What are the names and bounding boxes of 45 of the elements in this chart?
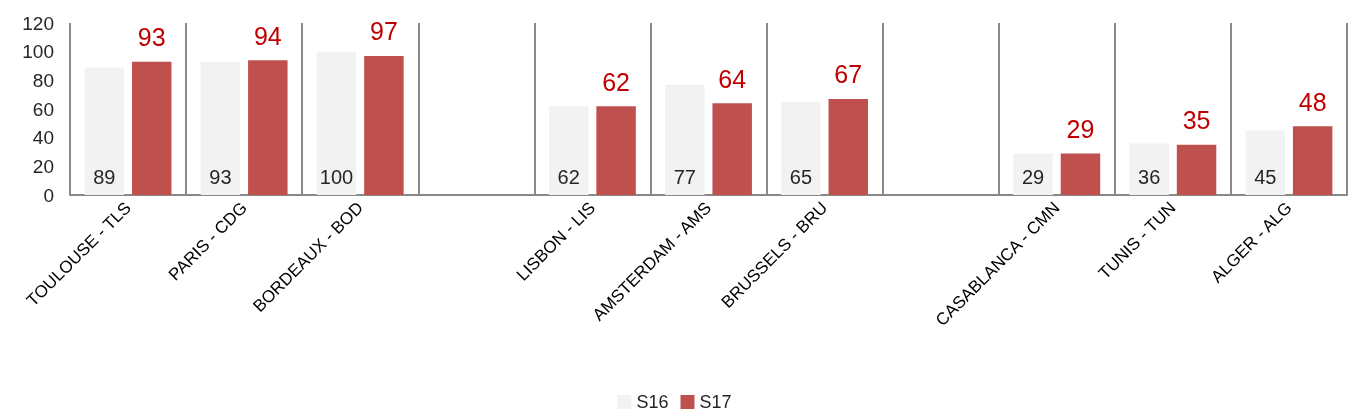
bar bbox=[665, 84, 705, 195]
bar bbox=[364, 55, 404, 195]
data-label: 48 bbox=[1298, 87, 1327, 116]
data-label: 93 bbox=[137, 23, 166, 52]
bar bbox=[548, 106, 589, 195]
bar bbox=[1013, 153, 1053, 195]
data-label: 35 bbox=[1182, 106, 1211, 135]
bar bbox=[316, 51, 357, 195]
data-label: 64 bbox=[718, 64, 747, 93]
legend-label: S16 bbox=[636, 392, 669, 412]
y-tick-label: 40 bbox=[32, 127, 54, 149]
y-tick-label: 60 bbox=[32, 98, 54, 120]
y-tick-label: 80 bbox=[32, 69, 54, 91]
bar bbox=[596, 106, 636, 195]
bar bbox=[1292, 126, 1333, 195]
data-label: 36 bbox=[1138, 166, 1161, 188]
bar bbox=[1176, 144, 1217, 195]
y-tick-label: 120 bbox=[22, 12, 54, 34]
data-label: 65 bbox=[789, 166, 813, 188]
data-label: 93 bbox=[209, 166, 232, 188]
bar bbox=[1060, 153, 1101, 195]
data-label: 62 bbox=[602, 67, 630, 96]
data-label: 67 bbox=[834, 60, 863, 89]
bar bbox=[200, 61, 241, 195]
data-label: 29 bbox=[1021, 166, 1045, 188]
data-label: 77 bbox=[673, 166, 696, 188]
data-label: 97 bbox=[370, 17, 398, 46]
data-label: 29 bbox=[1066, 114, 1095, 143]
bar bbox=[1245, 130, 1286, 195]
bar bbox=[1129, 143, 1169, 195]
data-label: 100 bbox=[319, 166, 354, 188]
y-tick-label: 0 bbox=[43, 184, 54, 206]
data-label: 89 bbox=[93, 166, 116, 188]
y-tick-label: 100 bbox=[22, 41, 54, 63]
bar bbox=[84, 67, 125, 195]
bar bbox=[712, 103, 752, 195]
bar bbox=[828, 98, 869, 195]
legend-label: S17 bbox=[699, 392, 732, 412]
bar bbox=[781, 101, 821, 195]
data-label: 45 bbox=[1254, 166, 1277, 188]
data-label: 62 bbox=[557, 166, 580, 188]
data-label: 94 bbox=[253, 21, 282, 50]
bar bbox=[131, 61, 172, 195]
bar bbox=[248, 60, 288, 195]
y-tick-label: 20 bbox=[32, 155, 54, 177]
